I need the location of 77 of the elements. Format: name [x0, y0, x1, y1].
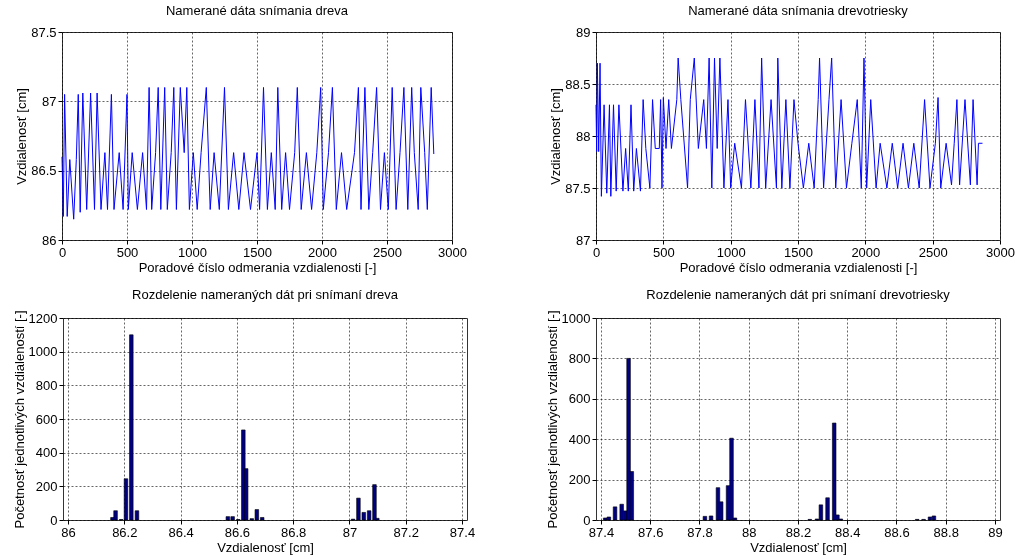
line-series [61, 86, 435, 220]
x-tick-label: 2000 [308, 244, 337, 260]
bar [931, 515, 937, 521]
chart-title: Namerané dáta snímania drevotriesky [688, 3, 909, 18]
x-tick-label: 500 [116, 244, 139, 260]
bar [612, 506, 618, 521]
x-axis-title: Poradové číslo odmerania vzdialenosti [-] [138, 259, 377, 275]
x-tick-label: 1000 [178, 244, 207, 260]
x-tick-label: 1500 [243, 244, 272, 260]
x-tick-label: 88.8 [933, 524, 959, 540]
x-tick-label: 86 [61, 524, 76, 540]
x-tick-label: 86.4 [168, 524, 194, 540]
x-tick-label: 87.2 [393, 524, 419, 540]
y-tick-label: 87 [576, 232, 591, 248]
x-tick-label: 87 [342, 524, 358, 540]
x-tick-label: 86.8 [280, 524, 307, 540]
y-tick-label: 87 [42, 93, 57, 109]
y-tick-label: 1000 [561, 310, 591, 326]
bar [626, 358, 631, 521]
bar [818, 504, 823, 521]
x-tick-label: 2000 [851, 244, 881, 260]
y-tick-label: 87.5 [31, 24, 57, 40]
bar [832, 422, 837, 521]
x-tick-label: 2500 [373, 244, 402, 260]
y-tick-label: 87.5 [565, 180, 591, 196]
y-tick-label: 0 [50, 512, 58, 528]
y-tick-label: 600 [568, 391, 591, 407]
y-tick-label: 800 [35, 377, 58, 393]
x-tick-label: 86.6 [224, 524, 251, 540]
x-tick-label: 87.4 [449, 524, 476, 540]
x-tick-label: 88 [742, 524, 757, 540]
bar [619, 503, 624, 521]
x-axis-title: Poradové číslo odmerania vzdialenosti [-] [679, 259, 918, 275]
y-tick-label: 86.5 [31, 163, 57, 179]
x-tick-label: 87.6 [638, 524, 664, 540]
chart-title: Rozdelenie nameraných dát pri snímaní dreva [132, 286, 399, 302]
y-axis-title: Početnosť jednotlivých vzdialeností [-] [544, 310, 560, 529]
y-tick-label: 1000 [28, 344, 58, 360]
y-tick-label: 88 [576, 128, 591, 144]
y-axis-title: Vzdialenosť [cm] [14, 88, 30, 185]
bar [825, 497, 830, 521]
line-series [595, 57, 983, 197]
chart-title: Rozdelenie nameraných dát pri snímaní drevotriesky [646, 286, 951, 302]
x-tick-label: 2500 [918, 244, 948, 260]
y-tick-label: 200 [35, 478, 58, 494]
x-axis-title: Vzdialenosť [cm] [217, 539, 314, 555]
y-tick-label: 1200 [28, 310, 58, 326]
y-tick-label: 89 [576, 24, 591, 40]
x-tick-label: 3000 [986, 244, 1015, 260]
x-tick-label: 89 [988, 524, 1003, 540]
x-tick-label: 1000 [716, 244, 746, 260]
x-tick-label: 87.4 [588, 524, 615, 540]
y-tick-label: 86 [42, 232, 57, 248]
y-tick-label: 88.5 [565, 76, 591, 92]
y-tick-label: 0 [583, 512, 591, 528]
y-tick-label: 400 [568, 431, 591, 447]
x-tick-label: 88.6 [884, 524, 910, 540]
y-axis-title: Početnosť jednotlivých vzdialeností [-] [11, 310, 27, 529]
bar [729, 437, 734, 521]
x-tick-label: 0 [592, 244, 601, 260]
x-tick-label: 3000 [438, 244, 467, 260]
y-tick-label: 400 [35, 445, 58, 461]
y-tick-label: 600 [35, 411, 58, 427]
bar [708, 515, 714, 521]
x-tick-label: 500 [652, 244, 675, 260]
y-tick-label: 200 [568, 472, 591, 488]
x-tick-label: 1500 [784, 244, 813, 260]
x-tick-label: 88.2 [785, 524, 812, 540]
x-tick-label: 87.8 [687, 524, 713, 540]
x-tick-label: 88.4 [835, 524, 861, 540]
x-tick-label: 86.2 [112, 524, 138, 540]
bar [927, 516, 933, 521]
y-axis-title: Vzdialenosť [cm] [548, 88, 564, 185]
bar [702, 516, 708, 521]
y-tick-label: 800 [568, 350, 591, 366]
chart-title: Namerané dáta snímania dreva [165, 3, 349, 18]
x-axis-title: Vzdialenosť [cm] [750, 539, 847, 555]
